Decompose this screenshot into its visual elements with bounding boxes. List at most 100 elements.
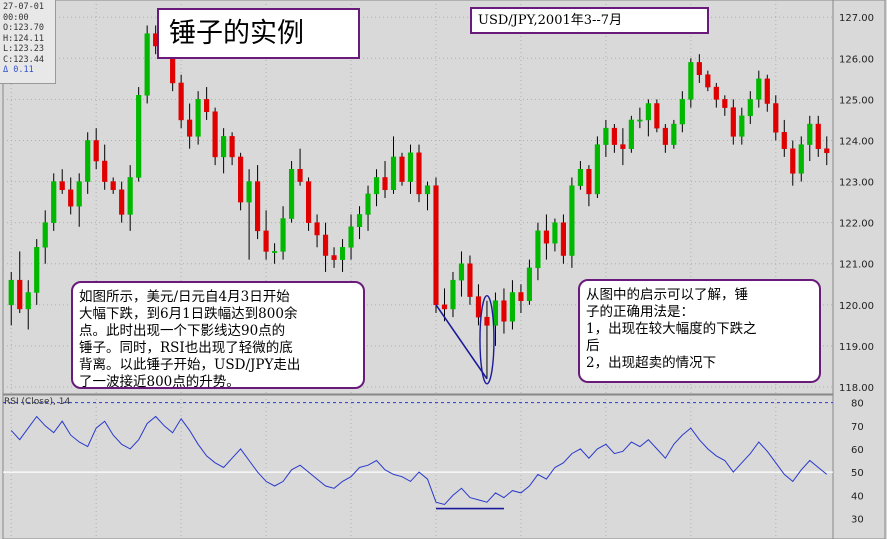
candle-body xyxy=(518,292,524,301)
candle-body xyxy=(535,230,541,269)
candle-body xyxy=(815,123,821,149)
candle-body xyxy=(781,132,787,149)
candle-body xyxy=(798,144,804,174)
candle-body xyxy=(790,148,796,174)
candle-body xyxy=(450,279,456,310)
candle-body xyxy=(17,279,23,310)
candle-body xyxy=(458,263,465,281)
candle-body xyxy=(263,230,269,252)
rsi-tick-label: 60 xyxy=(851,445,864,456)
candle-body xyxy=(416,152,422,195)
data-window: 27-07-01 00:00 O:123.70 H:124.11 L:123.2… xyxy=(0,0,56,84)
candle-body xyxy=(390,156,397,191)
candle-body xyxy=(645,103,651,121)
candle-body xyxy=(628,119,634,149)
candle-body xyxy=(586,168,592,195)
price-tick-label: 118.00 xyxy=(839,383,874,394)
candle-body xyxy=(382,177,388,191)
candle-body xyxy=(348,226,354,248)
annotation-left-line: 锤子。同时，RSI也出现了轻微的底 xyxy=(79,340,293,356)
candle-body xyxy=(509,292,516,322)
annotation-right: 从图中的启示可以了解，锤 子的正确用法是： 1，出现在较大幅度的下跌之 后 2，… xyxy=(578,279,821,383)
candle-body xyxy=(637,119,643,122)
candle-body xyxy=(475,296,482,318)
rsi-tick-label: 80 xyxy=(851,399,864,410)
candle-body xyxy=(739,115,745,137)
rsi-tick-label: 70 xyxy=(851,422,864,433)
candle-body xyxy=(221,136,227,158)
price-tick-label: 125.00 xyxy=(839,95,874,106)
info-close: C:123.44 xyxy=(3,54,44,65)
rsi-label: RSI (Close), 14 xyxy=(4,397,71,407)
rsi-tick-label: 50 xyxy=(851,468,864,479)
candle-body xyxy=(314,222,320,236)
candle-body xyxy=(272,251,278,253)
info-change: Δ 0.11 xyxy=(3,65,34,75)
rsi-line xyxy=(10,415,828,506)
candle-body xyxy=(229,136,235,158)
candle-body xyxy=(127,177,133,215)
candle-body xyxy=(577,168,583,186)
candle-body xyxy=(747,99,753,117)
annotation-left-line: 如图所示，美元/日元自4月3日开始 xyxy=(79,289,290,305)
candle-body xyxy=(255,181,261,232)
candle-body xyxy=(34,247,40,293)
candle-body xyxy=(484,316,490,326)
candle-body xyxy=(76,181,82,207)
annotation-left: 如图所示，美元/日元自4月3日开始 大幅下跌，到6月1日跌幅达到800余 点。此… xyxy=(71,281,365,390)
candle-body xyxy=(288,168,295,219)
candle-body xyxy=(722,99,728,108)
annotation-right-line: 2，出现超卖的情况下 xyxy=(586,355,717,371)
annotation-right-line: 1，出现在较大幅度的下跌之 xyxy=(586,321,757,337)
candle-body xyxy=(399,156,405,182)
candle-body xyxy=(212,111,218,158)
price-tick-label: 120.00 xyxy=(839,301,874,312)
price-tick-label: 119.00 xyxy=(839,342,874,353)
info-time: 00:00 xyxy=(3,12,29,23)
candle-body xyxy=(654,103,660,129)
info-open: O:123.70 xyxy=(3,23,44,33)
candle-body xyxy=(204,99,210,112)
annotation-left-line: 点。此时出现一个下影线达90点的 xyxy=(79,323,286,339)
candle-body xyxy=(662,127,668,145)
candle-body xyxy=(730,107,736,137)
annotation-left-line: 大幅下跌，到6月1日跌幅达到800余 xyxy=(79,306,298,322)
candle-body xyxy=(764,78,770,104)
candle-body xyxy=(195,99,201,137)
price-tick-label: 126.00 xyxy=(839,54,874,65)
candle-body xyxy=(102,160,108,182)
candle-body xyxy=(671,123,677,145)
chart-title: 锤子的实例 xyxy=(157,8,360,59)
annotation-left-line: 背离。以此锤子开始，USD/JPY走出 xyxy=(79,357,301,373)
candle-body xyxy=(688,62,694,100)
candle-body xyxy=(424,185,431,195)
candle-body xyxy=(144,33,150,96)
price-tick-label: 124.00 xyxy=(839,136,874,147)
candle-body xyxy=(696,62,702,75)
candle-body xyxy=(322,234,329,256)
candle-body xyxy=(773,103,779,133)
candle-body xyxy=(238,156,244,203)
candle-body xyxy=(51,181,57,223)
candle-body xyxy=(543,230,550,244)
price-tick-label: 127.00 xyxy=(839,13,874,24)
candle-body xyxy=(59,181,65,191)
annotation-right-line: 子的正确用法是： xyxy=(586,304,694,320)
candle-body xyxy=(467,263,473,297)
candle-body xyxy=(119,189,125,215)
candle-body xyxy=(68,189,74,207)
candle-body xyxy=(331,255,337,260)
candle-body xyxy=(356,214,363,228)
candle-body xyxy=(603,127,609,145)
candle-body xyxy=(246,181,252,203)
down-trendline xyxy=(435,304,488,380)
annotation-left-line: 了一波接近800点的升势。 xyxy=(79,374,240,390)
candle-body xyxy=(85,140,91,182)
candle-body xyxy=(433,185,439,306)
candle-body xyxy=(526,267,533,301)
candle-body xyxy=(705,74,711,88)
candle-body xyxy=(560,222,566,256)
candle-body xyxy=(42,222,48,248)
